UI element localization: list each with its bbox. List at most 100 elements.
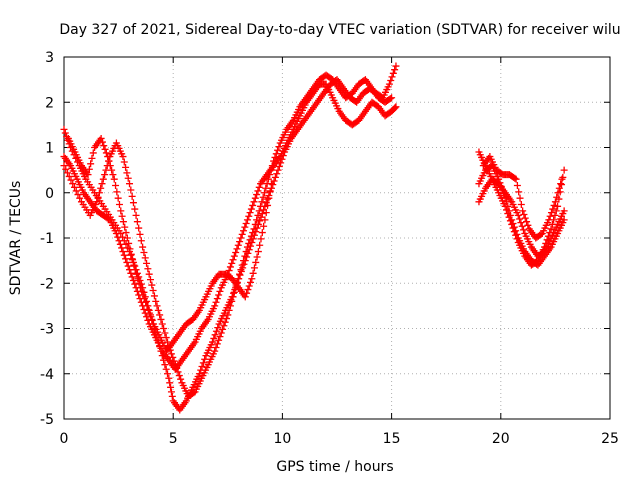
data-point-interp	[268, 162, 276, 170]
data-point	[69, 180, 77, 188]
data-point-interp	[164, 370, 172, 378]
data-point-interp	[102, 149, 110, 157]
data-point-interp	[220, 322, 228, 330]
data-point-interp	[138, 287, 146, 295]
data-point-interp	[247, 205, 255, 213]
data-point-interp	[241, 223, 249, 231]
data-point-interp	[253, 224, 261, 232]
data-point	[558, 175, 566, 183]
data-point-interp	[372, 101, 380, 109]
data-point-interp	[137, 237, 145, 245]
data-point-interp	[500, 190, 508, 198]
data-point	[99, 175, 107, 183]
data-point-interp	[388, 73, 396, 81]
data-point-interp	[275, 163, 283, 171]
data-point-interp	[65, 172, 73, 180]
data-point	[508, 220, 516, 228]
data-point-interp	[108, 166, 116, 174]
data-point-interp	[271, 173, 279, 181]
data-point-interp	[161, 361, 169, 369]
data-point-interp	[134, 275, 142, 283]
data-point-interp	[199, 359, 207, 367]
data-point-interp	[121, 223, 129, 231]
data-point-interp	[146, 276, 154, 284]
data-point-interp	[326, 74, 334, 82]
data-point-interp	[162, 365, 170, 373]
data-point-interp	[546, 229, 554, 237]
data-point-interp	[97, 184, 105, 192]
data-point-interp	[264, 195, 272, 203]
data-point	[243, 216, 251, 224]
data-point-interp	[85, 165, 93, 173]
data-point-interp	[308, 86, 316, 94]
data-point-interp	[521, 214, 529, 222]
y-axis-label: SDTVAR / TECUs	[8, 181, 24, 296]
data-point-interp	[516, 215, 524, 223]
data-point-interp	[161, 329, 169, 337]
data-point-interp	[128, 192, 136, 200]
data-point-interp	[124, 262, 132, 270]
data-point	[551, 198, 559, 206]
data-point-interp	[275, 143, 283, 151]
data-point-interp	[88, 154, 96, 162]
data-point-interp	[352, 118, 360, 126]
data-point-interp	[118, 244, 126, 252]
data-point-interp	[504, 210, 512, 218]
data-point-interp	[233, 282, 241, 290]
data-point	[560, 166, 568, 174]
data-point-interp	[129, 199, 137, 207]
data-point	[143, 302, 151, 310]
data-point-interp	[139, 291, 147, 299]
data-point-interp	[524, 221, 532, 229]
data-point-interp	[143, 259, 151, 267]
data-point-interp	[520, 210, 528, 218]
data-point-interp	[552, 223, 560, 231]
data-point-interp	[148, 316, 156, 324]
data-point-interp	[213, 295, 221, 303]
data-point-interp	[275, 154, 283, 162]
data-point	[104, 153, 112, 161]
data-point-interp	[91, 201, 99, 209]
data-point-interp	[98, 180, 106, 188]
data-point-interp	[94, 193, 102, 201]
data-points	[60, 62, 568, 414]
data-point-interp	[127, 250, 135, 258]
data-point	[119, 248, 127, 256]
data-point-interp	[67, 176, 75, 184]
data-point-interp	[542, 239, 550, 247]
data-point-interp	[387, 77, 395, 85]
data-point-interp	[552, 232, 560, 240]
data-point-interp	[101, 171, 109, 179]
data-point-interp	[147, 313, 155, 321]
data-point-interp	[236, 238, 244, 246]
data-point	[230, 288, 238, 296]
data-point-interp	[509, 173, 517, 181]
data-point-interp	[506, 217, 514, 225]
data-point-interp	[536, 231, 544, 239]
data-point-interp	[168, 392, 176, 400]
grid	[64, 57, 610, 419]
data-point-interp	[119, 218, 127, 226]
axis-ticks: 0 5 10 15 20 25 -5 -4 -3 -2 -1 0 1 2 3	[40, 50, 619, 447]
data-point-interp	[334, 105, 342, 113]
data-point-interp	[170, 357, 178, 365]
data-point-interp	[116, 240, 124, 248]
series-track-7	[475, 166, 568, 269]
data-point-interp	[251, 220, 259, 228]
data-point	[126, 180, 134, 188]
data-point-interp	[124, 174, 132, 182]
data-point-interp	[511, 174, 519, 182]
data-point-interp	[319, 91, 327, 99]
data-point-interp	[98, 200, 106, 208]
data-point-interp	[190, 389, 198, 397]
data-point	[554, 202, 562, 210]
data-point-interp	[112, 182, 120, 190]
data-point	[519, 207, 527, 215]
data-point-interp	[135, 224, 143, 232]
data-point-interp	[537, 230, 545, 238]
data-point	[165, 374, 173, 382]
data-point-interp	[87, 160, 95, 168]
data-point	[171, 361, 179, 369]
data-point	[123, 234, 131, 242]
